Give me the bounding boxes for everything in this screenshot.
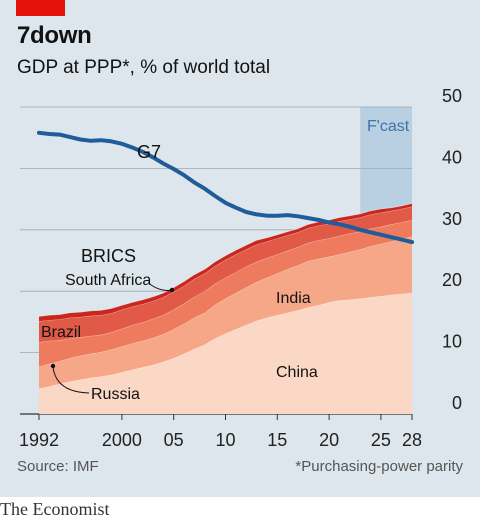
area-brazil [39, 206, 412, 343]
leader-dot-russia [50, 363, 56, 369]
x-tick-label: 2000 [102, 430, 142, 450]
leader-south-africa [150, 284, 172, 291]
label-brazil: Brazil [41, 324, 81, 341]
area-russia [39, 220, 412, 367]
label-brics: BRICS [81, 246, 136, 266]
y-tick-label: 50 [442, 86, 462, 106]
y-tick-label: 20 [442, 270, 462, 290]
y-tick-label: 30 [442, 209, 462, 229]
label-india: India [276, 290, 311, 307]
label-g7: G7 [137, 142, 161, 162]
publisher-logo: The Economist [0, 499, 110, 519]
x-tick-label: 25 [371, 430, 391, 450]
forecast-label: F'cast [367, 118, 410, 135]
x-tick-label: 15 [267, 430, 287, 450]
label-china: China [276, 364, 318, 381]
area-india [39, 236, 412, 389]
line-g7 [37, 130, 414, 245]
area-china [39, 293, 412, 414]
y-tick-label: 10 [442, 332, 462, 352]
leader-russia [52, 366, 90, 394]
x-tick-label: 05 [164, 430, 184, 450]
x-tick-label: 28 [402, 430, 422, 450]
x-tick-label: 10 [215, 430, 235, 450]
label-south-africa: South Africa [65, 272, 151, 289]
y-tick-label: 40 [442, 147, 462, 167]
x-tick-label: 1992 [19, 430, 59, 450]
chart-title: 7down [17, 22, 92, 49]
chart-plot: F'cast 0 10 20 30 40 50 1992 2000 05 10 15 20 25 28 G7 B… [19, 86, 462, 450]
chart-subtitle: GDP at PPP*, % of world total [17, 57, 271, 78]
x-tick-label: 20 [319, 430, 339, 450]
footnote: *Purchasing-power parity [295, 458, 463, 475]
area-edge-south-africa [38, 203, 413, 317]
source-note: Source: IMF [17, 458, 99, 475]
label-russia: Russia [91, 386, 140, 403]
y-tick-label: 0 [452, 393, 462, 413]
leader-dot-south-africa [169, 287, 175, 293]
brand-tag [16, 0, 65, 16]
